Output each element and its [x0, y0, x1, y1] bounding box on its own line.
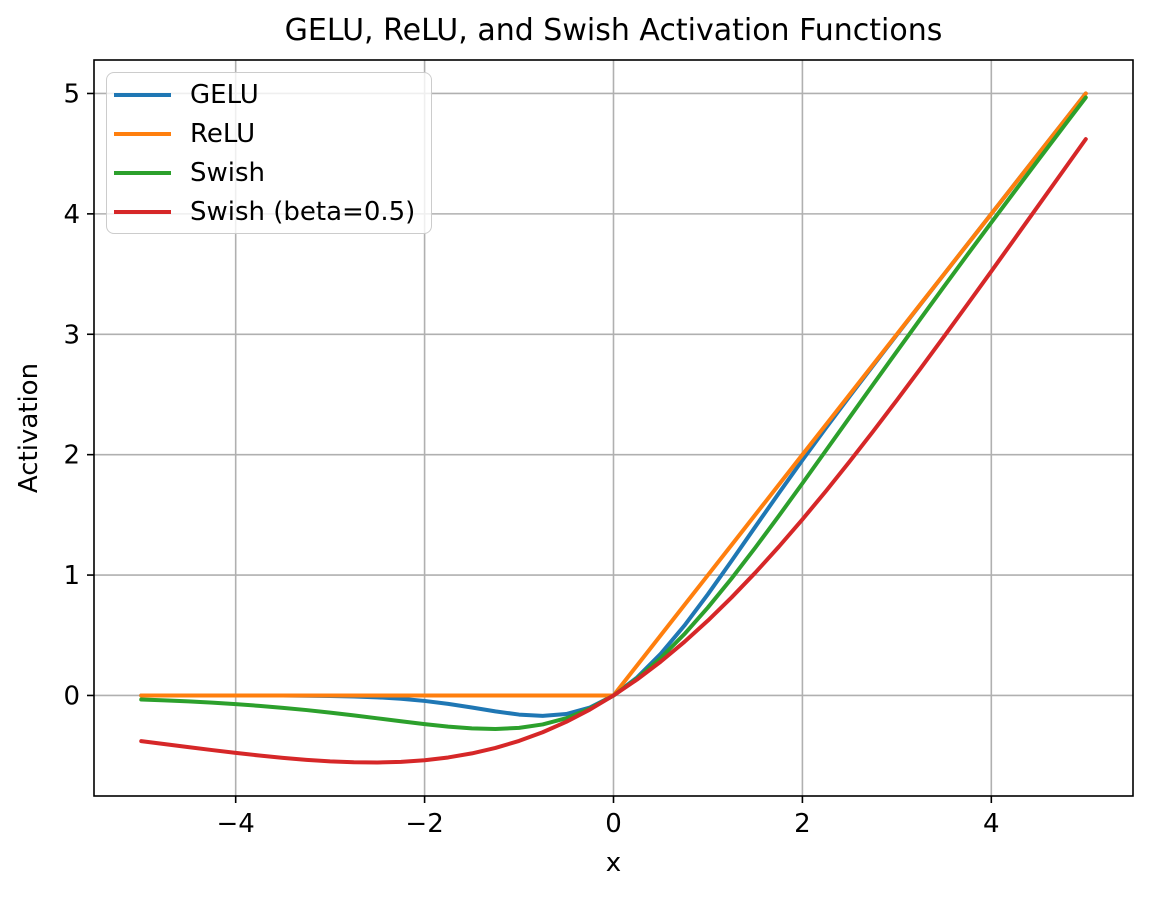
legend-swatch-line: [114, 92, 171, 97]
y-tick-label: 4: [63, 200, 80, 230]
legend-label: GELU: [190, 79, 259, 110]
legend-swatch-line: [114, 170, 171, 175]
x-tick-label: −2: [405, 809, 443, 839]
y-axis-label: Activation: [14, 362, 44, 494]
x-tick-label: 0: [605, 809, 622, 839]
legend-label: Swish (beta=0.5): [190, 196, 416, 227]
y-tick-label: 3: [63, 320, 80, 350]
legend-label: ReLU: [190, 118, 256, 149]
legend-item: Swish: [114, 153, 415, 192]
y-tick-label: 2: [63, 441, 80, 471]
legend-swatch-line: [114, 209, 171, 214]
y-tick-label: 5: [63, 79, 80, 109]
x-tick-label: 4: [983, 809, 1000, 839]
y-tick-label: 1: [63, 561, 80, 591]
series-line-swish-beta-0-5: [139, 137, 1088, 765]
legend-label: Swish: [190, 157, 266, 188]
legend-swatch-line: [114, 131, 171, 136]
x-tick-label: −4: [217, 809, 255, 839]
x-tick-label: 2: [794, 809, 811, 839]
legend-item: ReLU: [114, 114, 415, 153]
chart-title: GELU, ReLU, and Swish Activation Functio…: [284, 13, 943, 48]
legend-item: GELU: [114, 75, 415, 114]
legend: GELU ReLU Swish Swish (beta=0.5): [106, 72, 433, 234]
legend-item: Swish (beta=0.5): [114, 192, 415, 231]
y-tick-label: 0: [63, 681, 80, 711]
x-axis-label: x: [605, 848, 622, 878]
